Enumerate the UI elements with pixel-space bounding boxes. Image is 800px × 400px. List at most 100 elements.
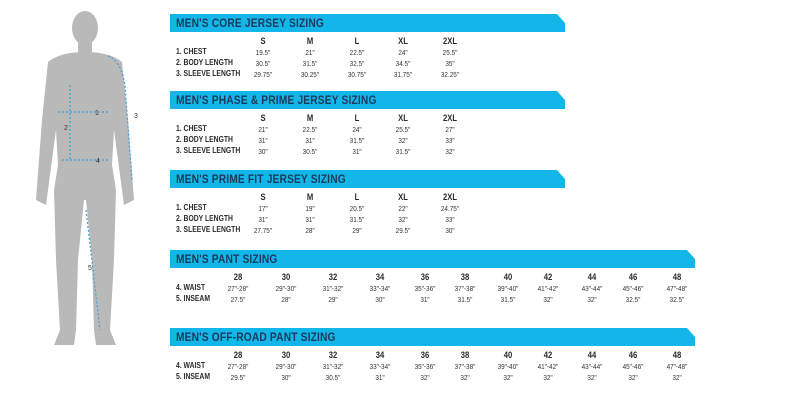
measurement-value: 20.5"	[349, 204, 365, 213]
size-header: XL	[398, 36, 408, 46]
measurement-value: 31.5"	[395, 147, 411, 156]
measurement-value: 28"	[305, 226, 315, 235]
measurement-value: 47"-48"	[666, 284, 688, 293]
size-header: 42	[543, 350, 553, 360]
size-header: 2XL	[442, 192, 458, 202]
measurement-value: 31"	[352, 147, 362, 156]
measurement-value: 19"	[305, 204, 315, 213]
measurement-value: 45"-46"	[622, 362, 644, 371]
measurement-value: 32"	[587, 295, 597, 304]
measurement-value: 30.75"	[347, 70, 367, 79]
size-header: 28	[233, 272, 243, 282]
measurement-value: 35"-36"	[414, 284, 436, 293]
size-header: 48	[672, 272, 682, 282]
measurement-value: 45"-46"	[622, 284, 644, 293]
measure-lines	[58, 55, 133, 331]
measurement-value: 39"-40"	[497, 284, 519, 293]
measurement-value: 43"-44"	[581, 284, 603, 293]
measurement-value: 41"-42"	[537, 362, 559, 371]
measurement-value: 33"	[445, 136, 455, 145]
measurement-value: 29.5"	[230, 373, 246, 382]
measurement-value: 24.75"	[440, 204, 460, 213]
measurement-value: 22"	[398, 204, 408, 213]
measurement-value: 31.5"	[302, 59, 318, 68]
measurement-value: 17"	[258, 204, 268, 213]
measurement-value: 31"	[305, 215, 315, 224]
measurement-value: 28"	[281, 295, 291, 304]
section-banner: MEN'S PANT SIZING	[170, 250, 695, 268]
measurement-value: 39"-40"	[497, 362, 519, 371]
measurement-value: 29"-30"	[275, 362, 297, 371]
measurement-value: 35"-36"	[414, 362, 436, 371]
size-header: 2XL	[442, 36, 458, 46]
measurement-value: 32"	[398, 215, 408, 224]
measurement-value: 27"-28"	[227, 284, 249, 293]
measurement-label: 4. WAIST	[176, 283, 206, 292]
measurement-value: 33"	[445, 215, 455, 224]
size-header: M	[306, 113, 314, 123]
section-title: MEN'S OFF-ROAD PANT SIZING	[176, 330, 336, 344]
measurement-value: 30.5"	[302, 147, 318, 156]
section-title: MEN'S PANT SIZING	[176, 252, 278, 266]
size-header: S	[260, 113, 266, 123]
size-header: 38	[460, 350, 470, 360]
measurement-label: 3. SLEEVE LENGTH	[176, 69, 241, 78]
measurement-label: 3. SLEEVE LENGTH	[176, 225, 241, 234]
measurement-value: 34.5"	[395, 59, 411, 68]
measurement-value: 43"-44"	[581, 362, 603, 371]
size-header: 46	[628, 272, 638, 282]
silhouette	[36, 11, 134, 345]
measurement-value: 22.5"	[302, 125, 318, 134]
size-header: 32	[328, 350, 338, 360]
measurement-value: 29"	[352, 226, 362, 235]
measurement-value: 27"-28"	[227, 362, 249, 371]
measurement-value: 32"	[420, 373, 430, 382]
measurement-value: 31"	[258, 136, 268, 145]
size-header: 30	[281, 272, 291, 282]
measurement-value: 31.75"	[393, 70, 413, 79]
size-header: M	[306, 192, 314, 202]
section-banner: MEN'S PRIME FIT JERSEY SIZING	[170, 170, 565, 188]
measurement-value: 29.75"	[253, 70, 273, 79]
section-title: MEN'S PHASE & PRIME JERSEY SIZING	[176, 93, 377, 107]
size-header: 38	[460, 272, 470, 282]
measurement-value: 27.5"	[230, 295, 246, 304]
size-header: S	[260, 36, 266, 46]
measurement-value: 31.5"	[349, 136, 365, 145]
measure-label-5: 5	[88, 265, 92, 272]
size-header: 36	[420, 272, 430, 282]
size-header: 40	[503, 272, 513, 282]
size-header: 44	[587, 350, 597, 360]
measurement-value: 31"	[258, 215, 268, 224]
measurement-value: 21"	[305, 48, 315, 57]
measure-label-2: 2	[64, 125, 68, 132]
size-header: L	[354, 113, 360, 123]
section-banner: MEN'S PHASE & PRIME JERSEY SIZING	[170, 91, 565, 109]
measurement-label: 5. INSEAM	[176, 372, 211, 381]
measurement-value: 30.5"	[255, 59, 271, 68]
section-title: MEN'S CORE JERSEY SIZING	[176, 16, 325, 30]
measurement-value: 32"	[460, 373, 470, 382]
size-header: S	[260, 192, 266, 202]
measurement-value: 19.5"	[255, 48, 271, 57]
measurement-label: 5. INSEAM	[176, 294, 211, 303]
size-header: 46	[628, 350, 638, 360]
size-header: L	[354, 192, 360, 202]
measurement-value: 32.5"	[349, 59, 365, 68]
section-banner: MEN'S CORE JERSEY SIZING	[170, 14, 565, 32]
measurement-value: 27.75"	[253, 226, 273, 235]
body-silhouette-figure: 1 2 3 4 5	[36, 11, 138, 345]
size-header: 2XL	[442, 113, 458, 123]
measurement-value: 32"	[398, 136, 408, 145]
size-header: 40	[503, 350, 513, 360]
measurement-value: 31.5"	[349, 215, 365, 224]
measurement-label: 1. CHEST	[176, 203, 207, 212]
size-header: M	[306, 36, 314, 46]
size-header: 32	[328, 272, 338, 282]
measurement-value: 31.5"	[457, 295, 473, 304]
measurement-value: 30"	[281, 373, 291, 382]
measurement-value: 25.5"	[395, 125, 411, 134]
measurement-label: 2. BODY LENGTH	[176, 58, 233, 67]
measurement-value: 27"	[445, 125, 455, 134]
measurement-value: 29"-30"	[275, 284, 297, 293]
